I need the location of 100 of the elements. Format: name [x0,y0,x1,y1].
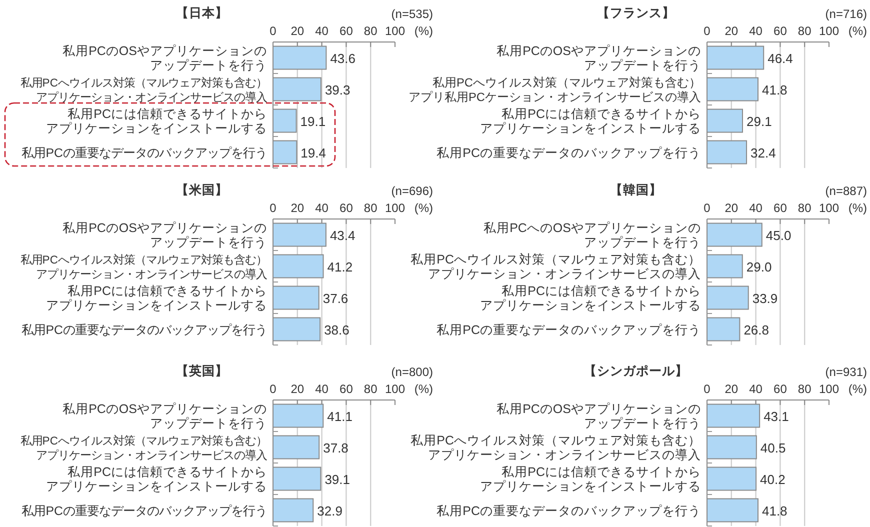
tick-label: 0 [270,201,276,215]
annotation: (n=535) [391,7,433,21]
tick-label: 60 [340,382,353,396]
data-label: 29.1 [746,114,772,129]
category-label: 私用PCには信頼できるサイトからアプリケーションをインストールする [46,284,267,312]
category-label: 私用PCへのOSやアプリケーションのアップデートを行う [484,221,701,250]
category-label: 私用PCの重要なデータのバックアップを行う [22,322,267,337]
axis-title: (%) [848,382,867,396]
tick-label: 100 [384,24,406,38]
tick-label: 0 [704,201,710,215]
title: 【フランス】 [597,6,675,20]
annotation: (n=931) [825,365,867,379]
tick-label: 40 [749,24,762,38]
tick-label: 80 [798,24,812,38]
tick-label: 100 [818,382,840,396]
category-label: 私用PCへウイルス対策（マルウェア対策も含む）アプリケーション・オンラインサービスの導入 [20,436,267,462]
tick-label: 20 [290,382,304,396]
tick-label: 40 [315,382,328,396]
tick-label: 80 [364,382,378,396]
data-label: 26.8 [744,322,769,338]
data-label: 19.4 [300,145,326,160]
axis-title: (%) [848,24,867,38]
tick-label: 60 [774,201,787,215]
tick-label: 100 [818,24,840,38]
category-label: 私用PCには信頼できるサイトからアプリケーションをインストールする [480,284,701,312]
data-label: 43.6 [330,50,356,66]
annotation: (n=800) [391,365,433,379]
data-label: 29.0 [746,259,772,274]
axis-title: (%) [848,201,867,215]
data-label: 19.1 [300,114,326,129]
tick-label: 80 [798,201,812,215]
tick-label: 100 [384,201,406,215]
tick-label: 80 [364,24,378,38]
annotation: (n=716) [825,7,867,21]
axis-title: (%) [414,382,433,396]
category-label: 私用PCへウイルス対策（マルウェア対策も含む）アプリ私用PCケーション・オンラインサービスの導入 [408,76,701,104]
data-label: 41.8 [762,82,788,98]
tick-label: 20 [724,382,738,396]
data-label: 37.8 [323,440,348,456]
tick-label: 80 [364,201,378,215]
title: 【英国】 [176,364,228,378]
tick-label: 40 [315,201,328,215]
data-label: 32.9 [317,503,342,518]
annotation: (n=887) [825,184,867,198]
tick-label: 20 [724,24,738,38]
axis-title: (%) [414,24,433,38]
tick-label: 100 [818,201,840,215]
category-label: 私用PCには信頼できるサイトからアプリケーションをインストールする [480,107,701,136]
tick-label: 60 [340,201,353,215]
category-label: 私用PCへウイルス対策（マルウェア対策も含む）アプリケーション・オンラインサービスの導入 [20,254,267,281]
data-label: 41.1 [327,408,352,424]
tick-label: 0 [704,382,710,396]
category-label: 私用PCの重要なデータのバックアップを行う [22,504,267,518]
annotation: (n=696) [391,184,433,198]
category-label: 私用PCの重要なデータのバックアップを行う [436,322,701,337]
category-label: 私用PCへウイルス対策（マルウェア対策も含む）アプリケーション・オンラインサービスの導入 [20,78,267,104]
data-label: 39.3 [324,82,350,98]
category-label: 私用PCのOSやアプリケーションのアップデートを行う [62,44,267,72]
data-label: 41.2 [327,259,353,274]
category-label: 私用PCには信頼できるサイトからアプリケーションをインストールする [480,465,701,494]
category-label: 私用PCの重要なデータのバックアップを行う [436,504,701,518]
tick-label: 20 [724,201,738,215]
data-label: 37.6 [322,290,348,306]
title: 【韓国】 [610,183,662,197]
tick-label: 100 [384,382,406,396]
data-label: 40.5 [760,440,786,456]
tick-label: 20 [290,201,304,215]
data-label: 43.4 [330,228,356,243]
category-label: 私用PCのOSやアプリケーションのアップデートを行う [496,44,701,72]
tick-label: 40 [749,382,762,396]
tick-label: 40 [749,201,762,215]
data-label: 41.8 [762,503,788,518]
tick-label: 20 [290,24,304,38]
category-label: 私用PCへウイルス対策（マルウェア対策も含む）アプリケーション・オンラインサービスの導入 [410,252,701,281]
tick-label: 60 [774,24,787,38]
tick-label: 0 [270,382,276,396]
tick-label: 0 [704,24,710,38]
category-label: 私用PCへウイルス対策（マルウェア対策も含む）アプリケーション・オンラインサービスの導入 [410,434,701,462]
title: 【日本】 [176,6,228,20]
tick-label: 0 [270,24,276,38]
title: 【米国】 [176,183,228,197]
data-label: 33.9 [752,290,778,306]
category-label: 私用PCのOSやアプリケーションのアップデートを行う [62,402,267,430]
title: 【シンガポール】 [584,364,688,378]
tick-label: 60 [774,382,787,396]
axis-title: (%) [414,201,433,215]
category-label: 私用PCの重要なデータのバックアップを行う [22,146,267,160]
category-label: 私用PCのOSやアプリケーションのアップデートを行う [62,221,267,250]
data-label: 45.0 [766,228,792,243]
category-label: 私用PCのOSやアプリケーションのアップデートを行う [496,402,701,430]
category-label: 私用PCの重要なデータのバックアップを行う [436,146,701,160]
tick-label: 80 [798,382,812,396]
tick-label: 60 [340,24,353,38]
data-label: 43.1 [764,408,789,424]
tick-label: 40 [315,24,328,38]
category-label: 私用PCには信頼できるサイトからアプリケーションをインストールする [46,465,267,494]
data-label: 32.4 [750,145,776,160]
category-label: 私用PCには信頼できるサイトからアプリケーションをインストールする [46,107,267,136]
data-label: 46.4 [768,50,793,66]
data-label: 38.6 [324,322,350,338]
